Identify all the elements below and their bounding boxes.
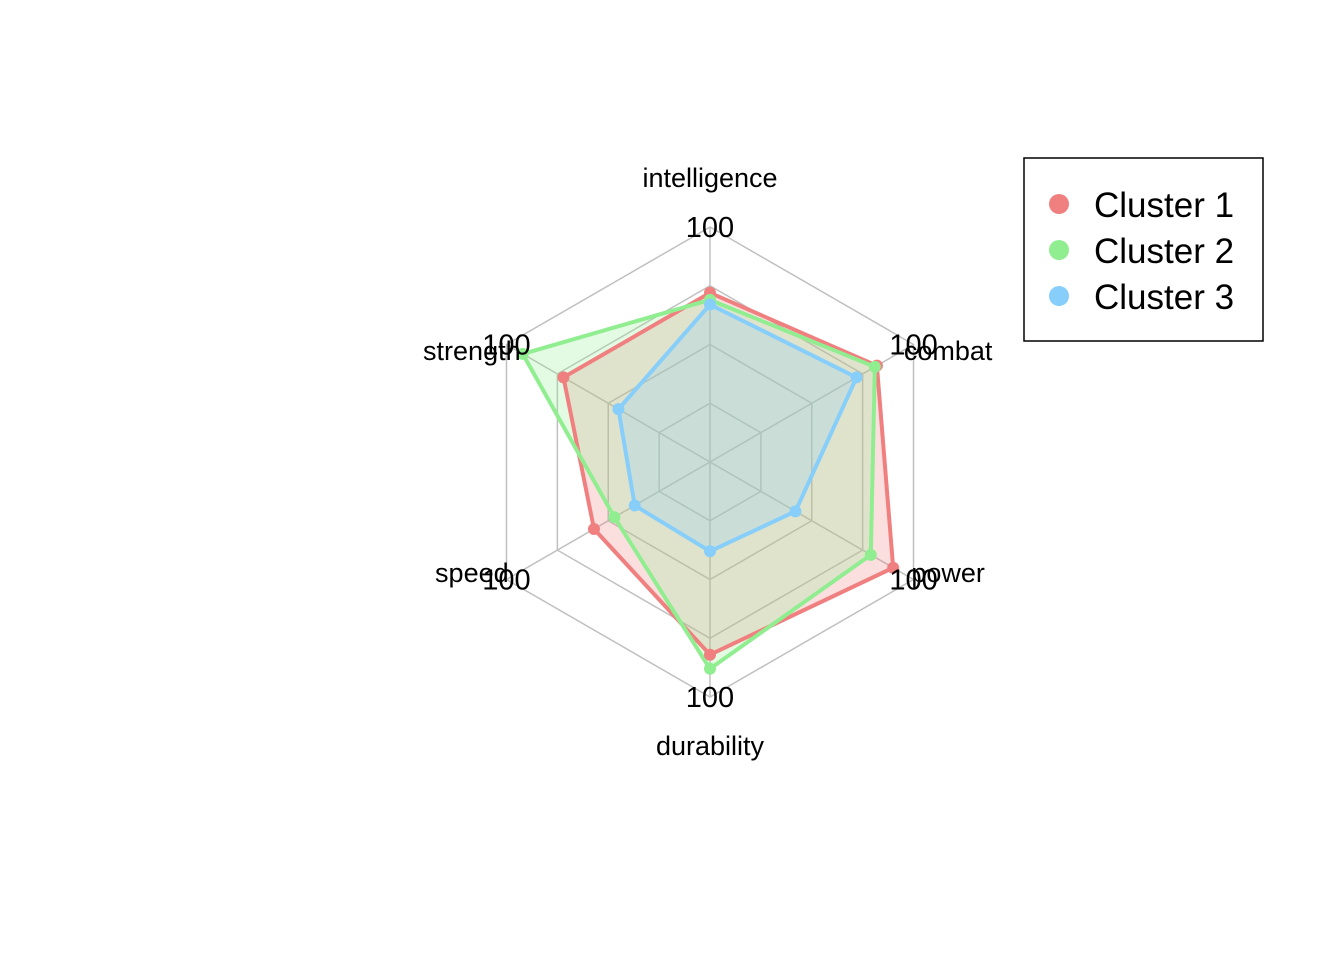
axis-label-combat: combat	[904, 336, 993, 366]
point-cluster-3-power	[789, 505, 802, 518]
tick-label-speed: 100	[482, 565, 530, 597]
point-cluster-3-speed	[628, 499, 641, 512]
axis-labels: 100intelligence100combat100power100durab…	[423, 163, 993, 761]
point-cluster-3-durability	[704, 545, 716, 558]
point-cluster-1-power	[887, 561, 900, 574]
axis-label-power: power	[911, 558, 985, 588]
point-cluster-1-strength	[557, 371, 570, 384]
legend-label-cluster-3: Cluster 3	[1094, 278, 1234, 317]
tick-label-durability: 100	[686, 682, 734, 714]
point-cluster-2-power	[864, 548, 877, 561]
legend-label-cluster-1: Cluster 1	[1094, 186, 1234, 225]
tick-label-intelligence: 100	[686, 212, 734, 244]
tick-label-strength: 100	[482, 330, 530, 362]
grid-spoke-strength	[506, 343, 711, 463]
legend-marker-cluster-1	[1049, 194, 1069, 214]
grid-spoke-speed	[506, 461, 711, 581]
radar-grid	[505, 226, 915, 698]
point-cluster-2-strength	[516, 347, 529, 360]
legend-marker-cluster-2	[1049, 240, 1069, 260]
series-area-cluster-3	[618, 304, 857, 552]
legend: Cluster 1 Cluster 2 Cluster 3	[1023, 157, 1264, 342]
point-cluster-2-durability	[704, 662, 716, 675]
series-points	[516, 286, 900, 675]
axis-label-intelligence: intelligence	[642, 163, 777, 193]
point-cluster-3-intelligence	[704, 298, 716, 311]
point-cluster-2-combat	[868, 360, 881, 373]
point-cluster-2-speed	[608, 511, 621, 524]
series-area-cluster-2	[522, 299, 875, 669]
axis-label-speed: speed	[435, 558, 509, 588]
point-cluster-3-strength	[612, 403, 625, 416]
legend-label-cluster-2: Cluster 2	[1094, 232, 1234, 271]
tick-label-power: 100	[889, 565, 937, 597]
point-cluster-1-durability	[704, 648, 716, 661]
legend-marker-cluster-3	[1049, 286, 1069, 306]
point-cluster-1-speed	[587, 522, 600, 535]
grid-spoke-power	[709, 461, 914, 581]
axis-label-durability: durability	[656, 731, 765, 761]
tick-label-combat: 100	[889, 330, 937, 362]
point-cluster-3-combat	[850, 371, 863, 384]
axis-label-strength: strength	[423, 336, 521, 366]
